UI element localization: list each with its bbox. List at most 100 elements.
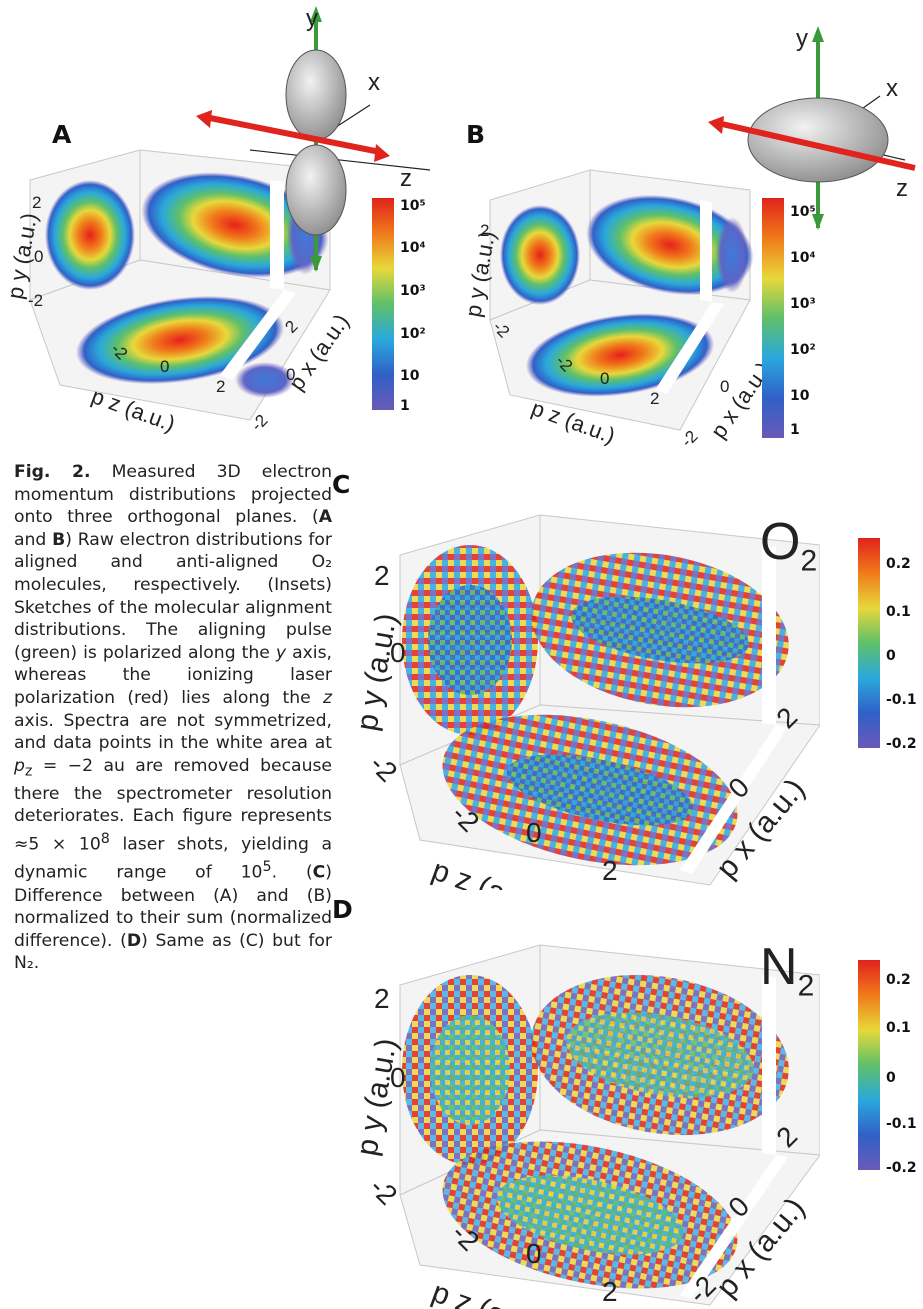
colorbar-diff: 0.2 0.1 0 -0.1 -0.2 xyxy=(858,538,918,752)
caption-text: laser shots, yielding a dynamic range of… xyxy=(14,834,332,883)
colorbar-tick: -0.2 xyxy=(886,736,917,752)
panel-b-figure: p y (a.u.) 2 -2 p z (a.u.) -2 0 2 p x (a… xyxy=(460,25,916,451)
tick-label: 2 xyxy=(374,560,390,591)
colorbar-tick: 10² xyxy=(790,342,816,358)
alignment-inset: y x z xyxy=(196,5,431,272)
colorbar-tick: 10⁵ xyxy=(790,204,816,220)
tick-label: 2 xyxy=(32,193,41,212)
lobe-upper xyxy=(285,49,347,141)
projection-py-pz xyxy=(45,180,135,290)
panel-label: C xyxy=(332,470,351,499)
ionizing-laser-arrow xyxy=(721,121,916,171)
projection-band xyxy=(571,596,749,664)
caption-var: z xyxy=(322,687,332,708)
panel-d-px-axis: 2 p x (a.u.) 0 -2 xyxy=(682,1120,811,1309)
side-projection xyxy=(716,217,748,293)
tick-label: -2 xyxy=(364,1171,404,1211)
colorbar-tick: 0 xyxy=(886,648,896,664)
tick-label: 0 xyxy=(390,1062,406,1093)
molecule-label: N2 xyxy=(760,937,814,1003)
projection-band xyxy=(506,754,694,826)
arrow-head xyxy=(708,116,724,134)
figure-caption: Fig. 2. Measured 3D electron momentum di… xyxy=(14,461,332,975)
colorbar-tick: -0.2 xyxy=(886,1160,917,1176)
inset-y-label: y xyxy=(306,5,318,32)
projection-core xyxy=(430,1015,510,1125)
white-cut xyxy=(700,200,712,302)
tick-label: -2 xyxy=(677,427,701,451)
caption-sub: z xyxy=(24,763,33,780)
caption-sup: 5 xyxy=(262,859,272,876)
lobe-lower xyxy=(285,144,347,236)
tick-label: 0 xyxy=(722,771,755,804)
white-cut-floor xyxy=(655,302,724,394)
panel-a-figure: p y (a.u.) 2 0 -2 p z (a.u.) -2 0 2 p x … xyxy=(2,5,431,436)
oblate-spheroid xyxy=(747,97,889,183)
colorbar-tick: 10³ xyxy=(790,296,816,312)
caption-fig-label: Fig. 2. xyxy=(14,462,91,482)
colorbar-tick: 0 xyxy=(886,1070,896,1086)
colorbar-tick: 10⁴ xyxy=(400,240,426,256)
panel-c-px-axis: 2 p x (a.u.) 0 xyxy=(710,701,811,885)
tick-label: 0 xyxy=(160,357,169,376)
tick-label: 2 xyxy=(480,221,489,240)
caption-text: axis. Spectra are not symmetrized, and d… xyxy=(14,710,332,754)
panel-label: A xyxy=(52,120,72,149)
tick-label: 0 xyxy=(722,1190,755,1223)
tick-label: 2 xyxy=(770,1120,803,1153)
white-cut-floor xyxy=(680,725,788,874)
tick-label: -2 xyxy=(364,748,404,788)
colorbar-tick: 10³ xyxy=(400,283,426,299)
caption-ref: C xyxy=(312,863,326,883)
panel-label: B xyxy=(466,120,486,149)
alignment-inset: y x z xyxy=(708,25,916,230)
inset-z-label: z xyxy=(400,165,412,192)
colorbar-gradient xyxy=(858,960,880,1170)
panel-b: B p y (a.u.) 2 -2 p z (a.u.) -2 0 2 p x … xyxy=(460,0,923,460)
px-axis-label: p x (a.u.) xyxy=(710,1192,811,1304)
panel-d-figure: p y (a.u.) 2 0 -2 p z (a.u.) -2 0 2 xyxy=(350,944,820,1309)
colorbar-tick: 1 xyxy=(790,422,800,438)
molecule-symbol: N xyxy=(760,938,798,996)
caption-text: ) Same as (C) but for N₂. xyxy=(14,930,332,974)
caption-text: and xyxy=(14,529,53,550)
colorbar-tick: 10² xyxy=(400,326,426,342)
py-axis-label: p y (a.u.) xyxy=(350,1036,403,1158)
colorbar-tick: 0.2 xyxy=(886,556,911,572)
colorbar-tick: 10 xyxy=(790,388,810,404)
caption-text: axis, whereas the ionizing laser polariz… xyxy=(14,642,332,708)
white-cut-floor xyxy=(680,1155,788,1299)
projection-band xyxy=(566,1012,754,1098)
tick-label: -2 xyxy=(28,291,43,310)
tick-label: 2 xyxy=(602,855,618,886)
caption-var: p xyxy=(14,755,25,776)
tick-label: 0 xyxy=(286,365,295,384)
tick-label: 2 xyxy=(770,701,803,734)
caption-ref: A xyxy=(318,507,332,528)
white-cut-floor xyxy=(220,290,296,380)
tick-label: 2 xyxy=(374,983,390,1014)
colorbar-log: 10⁵ 10⁴ 10³ 10² 10 1 xyxy=(372,198,442,414)
tick-label: 0 xyxy=(526,1238,542,1269)
inset-z-label: z xyxy=(896,175,908,202)
caption-text: . ( xyxy=(271,863,313,883)
molecule-subscript: 2 xyxy=(797,969,815,1003)
arrow-head xyxy=(374,144,390,162)
inset-x-label: x xyxy=(368,69,380,96)
tick-label: 0 xyxy=(720,377,729,396)
pz-axis-label: p z (a.u.) xyxy=(428,854,551,890)
caption-ref: D xyxy=(126,930,142,951)
arrow-head xyxy=(812,26,824,42)
colorbar-tick: -0.1 xyxy=(886,1116,917,1132)
colorbar-tick: 0.1 xyxy=(886,604,911,620)
arrow-head xyxy=(196,110,212,128)
tick-label: 0 xyxy=(390,637,406,668)
molecule-subscript: 2 xyxy=(800,544,818,578)
caption-text: = −2 au are removed because there the sp… xyxy=(14,755,332,855)
panel-a: A p y (a xyxy=(0,0,460,440)
tick-label: 2 xyxy=(650,389,659,408)
inset-y-label: y xyxy=(796,25,808,52)
caption-var: y xyxy=(275,642,287,663)
caption-text: Measured 3D electron momentum distributi… xyxy=(14,462,333,528)
px-axis-label: p x (a.u.) xyxy=(710,773,811,885)
